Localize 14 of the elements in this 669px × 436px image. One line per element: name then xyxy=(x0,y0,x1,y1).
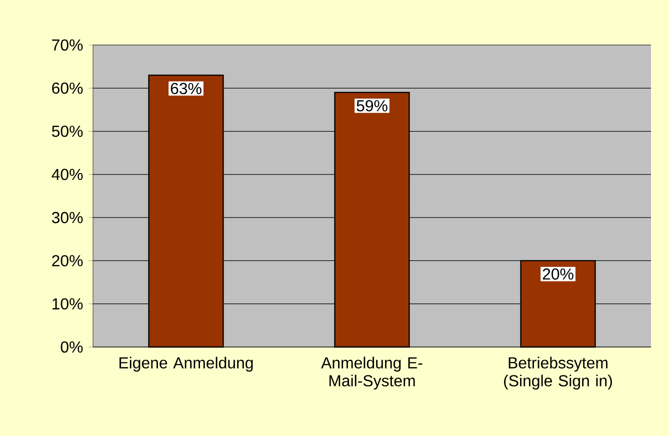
y-tick-label: 20% xyxy=(52,255,83,266)
data-label: 20% xyxy=(542,268,574,280)
y-tick-label: 70% xyxy=(52,39,83,51)
x-tick-label: Anmeldung E-Mail-System xyxy=(321,356,422,390)
y-tick-label: 10% xyxy=(52,298,83,310)
y-tick-label: 30% xyxy=(52,212,83,224)
y-tick-label: 60% xyxy=(52,82,83,94)
x-tick-label: Betriebssytem (Single Sign in) xyxy=(504,356,612,390)
y-tick-label: 40% xyxy=(52,168,83,180)
data-label: 63% xyxy=(170,82,202,94)
y-tick-label: 0% xyxy=(60,341,83,353)
data-label: 59% xyxy=(356,100,388,112)
y-tick-label: 50% xyxy=(52,126,83,137)
x-tick-label: Eigene Anmeldung xyxy=(120,356,253,372)
